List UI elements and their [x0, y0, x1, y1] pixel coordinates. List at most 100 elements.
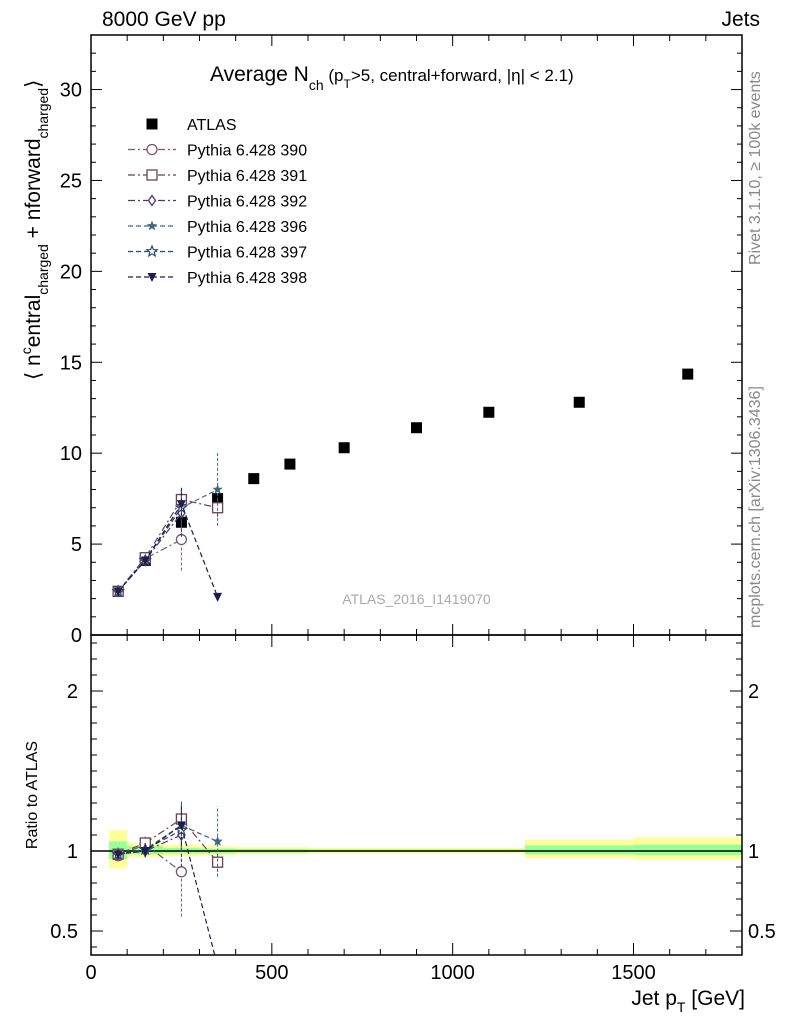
main-y-tick-label: 10 — [60, 443, 82, 465]
xlabel-a: Jet p — [631, 987, 677, 1010]
ratio-series-p391 — [112, 806, 224, 872]
xlabel-b: [GeV] — [685, 987, 745, 1010]
title-paren-sub: T — [343, 77, 351, 91]
ratio-plot-frame — [90, 634, 743, 956]
legend-item-atlas: ATLAS — [146, 117, 237, 134]
x-tick-label: 0 — [85, 962, 96, 984]
ratio-point-p398 — [140, 847, 150, 856]
data-point-atlas — [411, 422, 422, 434]
x-axis-label: Jet pT [GeV] — [631, 987, 745, 1015]
legend-marker-atlas — [146, 118, 158, 130]
data-point-p391 — [211, 502, 224, 514]
ylabel-forward: forward — [22, 139, 45, 209]
chart-title: Average Nch (pT>5, central+forward, |η| … — [210, 63, 574, 93]
legend-marker-p398 — [147, 273, 157, 282]
ratio-band-green-9 — [633, 844, 742, 855]
data-point-atlas — [338, 442, 350, 454]
data-point-atlas — [284, 458, 296, 470]
ylabel-c-sup: c — [18, 347, 34, 354]
series-line-p391 — [117, 498, 218, 592]
ratio-point-p398 — [113, 850, 123, 860]
ratio-series-p398 — [113, 806, 222, 971]
legend-label-p390: Pythia 6.428 390 — [187, 143, 307, 160]
ratio-series-group — [111, 801, 224, 971]
data-point-p396 — [212, 484, 223, 494]
main-y-tick-label: 15 — [60, 352, 82, 374]
watermark-label: ATLAS_2016_I1419070 — [342, 591, 491, 607]
data-point-p398 — [213, 592, 223, 602]
main-y-tick-label: 25 — [60, 170, 82, 192]
legend-marker-p397 — [145, 244, 159, 258]
legend-item-p392: Pythia 6.428 392 — [128, 194, 307, 211]
ratio-y-tick-label-right: 0.5 — [748, 921, 776, 943]
main-y-tick-label: 5 — [71, 534, 82, 556]
ratio-line-p391 — [117, 818, 219, 863]
ratio-y-tick-label: 0.5 — [50, 921, 78, 943]
legend-label-atlas: ATLAS — [187, 117, 237, 134]
data-point-atlas — [483, 406, 495, 418]
header-right: Jets — [721, 8, 760, 31]
main-y-tick-label: 0 — [71, 625, 82, 647]
series-p398 — [113, 487, 223, 602]
header-left: 8000 GeV pp — [102, 8, 226, 31]
legend-item-p397: Pythia 6.428 397 — [128, 244, 307, 262]
series-line-p396 — [117, 489, 218, 592]
ratio-y-tick-label: 2 — [67, 681, 78, 703]
ratio-series-p396 — [112, 801, 223, 877]
ylabel-charged-2: charged — [35, 88, 51, 139]
title-paren-a: (p — [324, 66, 344, 85]
legend-item-p391: Pythia 6.428 391 — [128, 168, 307, 185]
rivet-label: Rivet 3.1.10, ≥ 100k events — [747, 71, 764, 265]
title-main-sub: ch — [309, 77, 324, 93]
ratio-y-tick-label-right: 1 — [748, 841, 759, 863]
legend-marker-p396 — [146, 220, 158, 231]
legend-label-p398: Pythia 6.428 398 — [187, 270, 307, 287]
ylabel-open: ⟨ n — [22, 354, 45, 380]
title-paren-b: >5, central+forward, |η| < 2.1) — [351, 66, 574, 85]
x-tick-label: 500 — [255, 962, 288, 984]
x-tick-label: 1000 — [430, 962, 475, 984]
ylabel-plus: + n — [22, 209, 45, 245]
data-point-atlas — [682, 368, 694, 380]
legend-marker-p390 — [146, 143, 158, 156]
ylabel-close: ⟩ — [22, 80, 45, 88]
ratio-point-p398 — [176, 821, 186, 831]
xlabel-sub: T — [677, 999, 686, 1015]
legend: ATLAS Pythia 6.428 390 Pythia 6.428 391 Pyt… — [128, 117, 307, 287]
x-tick-label: 1500 — [611, 962, 656, 984]
legend-label-p391: Pythia 6.428 391 — [187, 168, 307, 185]
series-p391 — [112, 490, 224, 598]
legend-label-p392: Pythia 6.428 392 — [187, 194, 307, 211]
legend-item-p398: Pythia 6.428 398 — [128, 270, 307, 287]
ratio-point-p390 — [175, 866, 188, 878]
ratio-y-axis-label: Ratio to ATLAS — [24, 741, 41, 849]
main-series-group — [111, 368, 694, 602]
series-line-p398 — [117, 502, 219, 598]
data-point-p398 — [176, 500, 186, 510]
legend-label-p396: Pythia 6.428 396 — [187, 219, 307, 236]
ratio-bands — [91, 830, 742, 869]
ratio-y-tick-label-right: 2 — [748, 681, 759, 703]
legend-marker-p392 — [147, 194, 157, 207]
ratio-band-green-8 — [525, 845, 634, 855]
ratio-y-tick-label: 1 — [67, 841, 78, 863]
data-point-atlas — [573, 396, 585, 408]
ratio-point-p391 — [211, 856, 224, 868]
ylabel-charged-1: charged — [35, 244, 51, 295]
main-y-axis-label: ⟨ ncentralcharged + nforwardcharged⟩ — [18, 80, 51, 380]
data-point-atlas — [248, 473, 260, 485]
ratio-line-p398 — [118, 824, 216, 955]
title-main: Average N — [210, 63, 309, 86]
legend-label-p397: Pythia 6.428 397 — [187, 245, 307, 262]
main-y-tick-label: 20 — [60, 261, 82, 283]
legend-marker-p391 — [146, 169, 158, 181]
ylabel-central: entral — [22, 295, 45, 348]
data-point-p398 — [140, 556, 150, 566]
ratio-line-p396 — [118, 824, 218, 855]
series-atlas — [112, 368, 694, 597]
mcplots-label: mcplots.cern.ch [arXiv:1306.3436] — [747, 386, 764, 628]
legend-item-p390: Pythia 6.428 390 — [128, 143, 307, 160]
ratio-point-p398 — [213, 962, 222, 971]
main-y-tick-label: 30 — [60, 80, 82, 102]
